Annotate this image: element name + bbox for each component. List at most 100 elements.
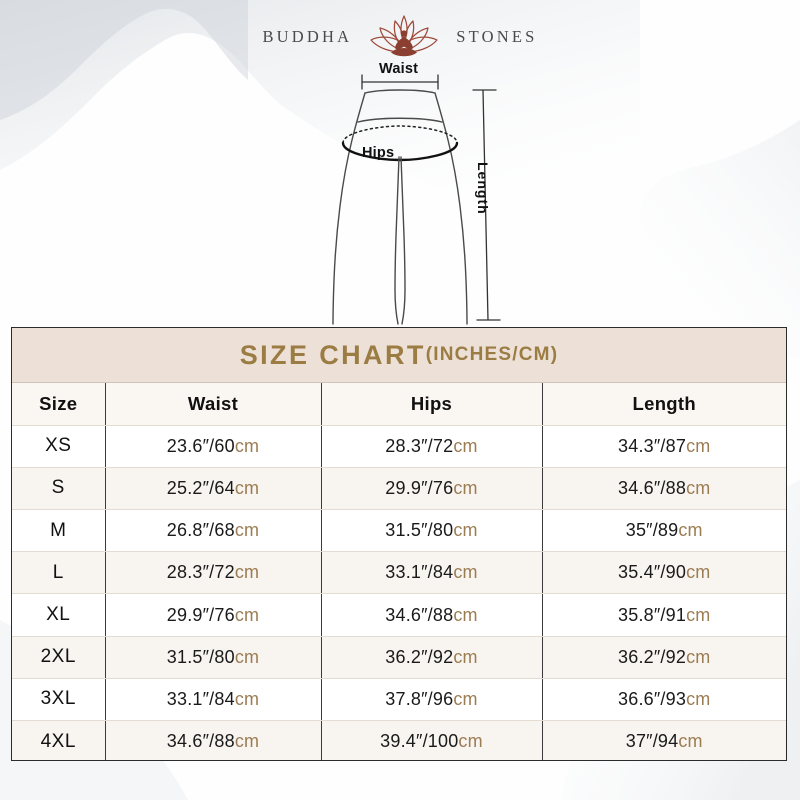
value-unit: cm: [453, 604, 478, 625]
leggings-measurement-diagram: Waist Hips Length: [310, 58, 540, 326]
size-chart-title-bar: SIZE CHART (INCHES/CM): [12, 328, 786, 383]
cell-size: 4XL: [12, 720, 106, 760]
brand-name-right: STONES: [456, 27, 538, 46]
size-chart-title: SIZE CHART: [239, 339, 426, 370]
cell-size: S: [12, 467, 106, 511]
value-unit: cm: [234, 604, 260, 625]
value-unit: cm: [234, 520, 260, 541]
column-header-size: Size: [12, 383, 106, 426]
cell-length: 35″/89cm: [542, 509, 786, 553]
cell-waist: 29.9″/76cm: [105, 593, 322, 637]
value-number: 23.6″/60: [166, 435, 235, 456]
cell-waist: 23.6″/60cm: [105, 425, 322, 468]
value-unit: cm: [686, 688, 711, 709]
table-row: 2XL 31.5″/80cm 36.2″/92cm 36.2″/92cm: [12, 636, 786, 679]
cell-waist: 34.6″/88cm: [105, 720, 322, 760]
value-unit: cm: [234, 477, 260, 498]
cell-size: 2XL: [12, 636, 106, 679]
value-number: 28.3″/72: [385, 435, 454, 456]
cell-hips: 37.8″/96cm: [321, 678, 543, 722]
value-unit: cm: [453, 688, 478, 709]
value-number: 37.8″/96: [385, 688, 454, 709]
table-row: 4XL 34.6″/88cm 39.4″/100cm 37″/94cm: [12, 720, 786, 760]
value-number: 33.1″/84: [385, 562, 454, 583]
cell-waist: 33.1″/84cm: [105, 678, 322, 722]
value-unit: cm: [686, 604, 711, 625]
cell-length: 34.6″/88cm: [542, 467, 786, 511]
value-number: 28.3″/72: [166, 562, 235, 583]
value-unit: cm: [234, 562, 260, 583]
value-unit: cm: [453, 646, 478, 667]
cell-length: 34.3″/87cm: [542, 425, 786, 468]
cell-length: 36.2″/92cm: [542, 636, 786, 679]
value-number: 34.6″/88: [385, 604, 454, 625]
value-number: 29.9″/76: [385, 477, 454, 498]
cell-waist: 25.2″/64cm: [105, 467, 322, 511]
table-header-row: Size Waist Hips Length: [12, 383, 786, 426]
value-unit: cm: [453, 520, 478, 541]
column-header-hips: Hips: [321, 383, 543, 426]
value-number: 26.8″/68: [166, 520, 235, 541]
value-unit: cm: [686, 477, 711, 498]
cell-hips: 34.6″/88cm: [321, 593, 543, 637]
value-unit: cm: [686, 562, 711, 583]
cell-size: XS: [12, 425, 106, 468]
table-row: 3XL 33.1″/84cm 37.8″/96cm 36.6″/93cm: [12, 678, 786, 722]
cell-waist: 26.8″/68cm: [105, 509, 322, 553]
cell-hips: 36.2″/92cm: [321, 636, 543, 679]
cell-hips: 29.9″/76cm: [321, 467, 543, 511]
value-unit: cm: [234, 731, 260, 752]
table-row: S 25.2″/64cm 29.9″/76cm 34.6″/88cm: [12, 467, 786, 511]
cell-hips: 31.5″/80cm: [321, 509, 543, 553]
length-dimension-label: Length: [475, 162, 491, 215]
value-unit: cm: [453, 477, 478, 498]
cell-length: 35.4″/90cm: [542, 551, 786, 595]
value-unit: cm: [453, 435, 478, 456]
cell-size: 3XL: [12, 678, 106, 722]
cell-hips: 33.1″/84cm: [321, 551, 543, 595]
cell-waist: 31.5″/80cm: [105, 636, 322, 679]
table-row: XL 29.9″/76cm 34.6″/88cm 35.8″/91cm: [12, 593, 786, 637]
value-unit: cm: [234, 435, 260, 456]
size-chart-table: Size Waist Hips Length XS 23.6″/60cm 28.…: [12, 383, 786, 760]
value-number: 35.8″/91: [618, 604, 687, 625]
cell-size: L: [12, 551, 106, 595]
value-number: 31.5″/80: [385, 520, 454, 541]
value-number: 36.2″/92: [385, 646, 454, 667]
lotus-meditation-icon: [358, 12, 450, 62]
value-number: 34.6″/88: [618, 477, 687, 498]
value-number: 34.3″/87: [618, 435, 687, 456]
value-number: 35″/89: [625, 520, 679, 541]
value-unit: cm: [234, 688, 260, 709]
column-header-waist: Waist: [105, 383, 322, 426]
cell-length: 37″/94cm: [542, 720, 786, 760]
brand-header: BUDDHA: [0, 12, 800, 62]
brand-name-left: BUDDHA: [262, 27, 353, 46]
table-body: XS 23.6″/60cm 28.3″/72cm 34.3″/87cm S 25…: [12, 425, 786, 760]
table-row: M 26.8″/68cm 31.5″/80cm 35″/89cm: [12, 509, 786, 553]
table-row: L 28.3″/72cm 33.1″/84cm 35.4″/90cm: [12, 551, 786, 595]
value-unit: cm: [678, 520, 703, 541]
value-number: 25.2″/64: [166, 477, 235, 498]
value-number: 29.9″/76: [166, 604, 235, 625]
value-unit: cm: [453, 562, 478, 583]
cell-waist: 28.3″/72cm: [105, 551, 322, 595]
value-number: 39.4″/100: [380, 731, 459, 752]
cell-hips: 28.3″/72cm: [321, 425, 543, 468]
waist-dimension-label: Waist: [379, 61, 419, 77]
column-header-length: Length: [542, 383, 786, 426]
value-number: 33.1″/84: [166, 688, 235, 709]
size-chart-units: (INCHES/CM): [425, 344, 559, 365]
value-number: 31.5″/80: [166, 646, 235, 667]
value-unit: cm: [678, 731, 703, 752]
value-unit: cm: [458, 731, 483, 752]
cell-hips: 39.4″/100cm: [321, 720, 543, 760]
value-number: 36.6″/93: [618, 688, 687, 709]
cell-size: M: [12, 509, 106, 553]
value-number: 36.2″/92: [618, 646, 687, 667]
value-unit: cm: [234, 646, 260, 667]
size-chart-panel: SIZE CHART (INCHES/CM) Size Waist Hips L…: [11, 327, 787, 761]
value-unit: cm: [686, 435, 711, 456]
value-unit: cm: [686, 646, 711, 667]
